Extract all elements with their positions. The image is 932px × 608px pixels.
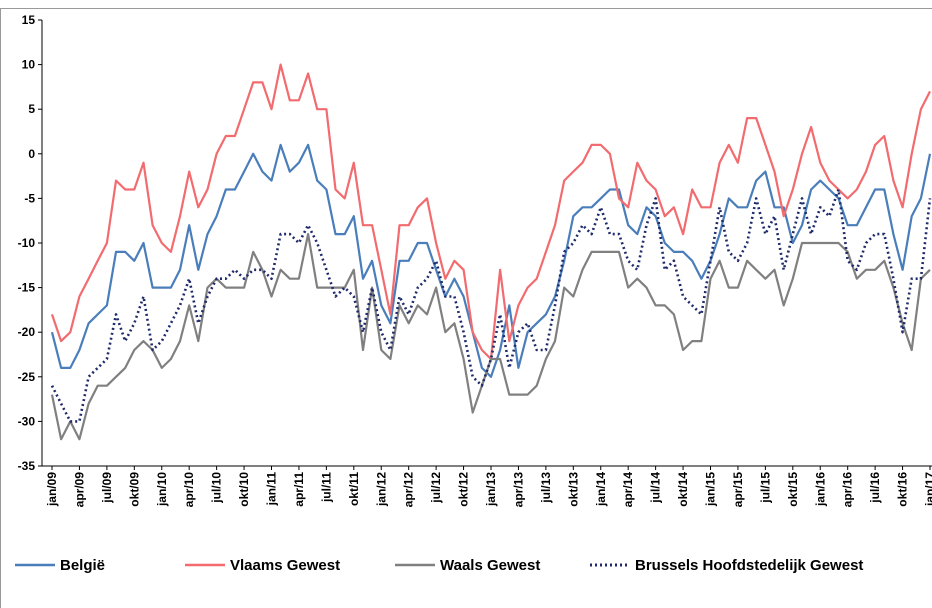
y-tick-label: -25 xyxy=(18,370,36,384)
x-tick-label: jul/10 xyxy=(210,472,224,504)
x-tick-label: apr/16 xyxy=(841,472,855,508)
x-tick-label: apr/13 xyxy=(511,472,525,508)
x-tick-label: jul/14 xyxy=(649,472,663,504)
x-tick-label: okt/14 xyxy=(676,472,690,507)
x-tick-label: jan/11 xyxy=(265,472,279,507)
x-tick-label: okt/09 xyxy=(127,472,141,507)
x-tick-label: okt/10 xyxy=(237,472,251,507)
series-line xyxy=(50,143,932,378)
y-tick-label: -10 xyxy=(18,236,36,250)
legend-label: Vlaams Gewest xyxy=(230,557,340,574)
x-tick-label: jan/16 xyxy=(813,472,827,507)
y-tick-label: 10 xyxy=(22,58,36,72)
x-tick-label: jan/17 xyxy=(923,472,932,507)
x-tick-label: jul/16 xyxy=(868,472,882,504)
x-tick-label: jan/12 xyxy=(374,472,388,507)
y-tick-label: 5 xyxy=(28,102,35,116)
y-tick-label: -35 xyxy=(18,459,36,473)
x-tick-label: okt/12 xyxy=(457,472,471,507)
x-tick-label: jan/09 xyxy=(45,472,59,507)
series-line xyxy=(50,63,931,361)
legend-label: België xyxy=(60,557,105,574)
y-tick-label: -20 xyxy=(18,325,36,339)
y-tick-label: -15 xyxy=(18,281,36,295)
x-tick-label: apr/14 xyxy=(621,472,635,508)
x-tick-label: jan/10 xyxy=(155,472,169,507)
series-line xyxy=(50,233,931,441)
legend-label: Waals Gewest xyxy=(440,557,540,574)
x-tick-label: jul/13 xyxy=(539,472,553,504)
y-tick-label: 0 xyxy=(28,147,35,161)
x-tick-label: jul/11 xyxy=(319,472,333,503)
y-tick-label: 15 xyxy=(22,13,36,27)
x-tick-label: okt/16 xyxy=(896,472,910,507)
x-tick-label: apr/10 xyxy=(182,472,196,508)
x-tick-label: jan/15 xyxy=(704,472,718,507)
x-tick-label: jul/15 xyxy=(758,472,772,504)
x-tick-label: jan/13 xyxy=(484,472,498,507)
x-tick-label: apr/15 xyxy=(731,472,745,508)
x-tick-label: apr/09 xyxy=(72,472,86,508)
x-tick-label: jan/14 xyxy=(594,472,608,507)
frame xyxy=(0,8,932,608)
x-tick-label: okt/11 xyxy=(347,472,361,506)
series-line xyxy=(50,188,932,423)
x-tick-label: jul/09 xyxy=(100,472,114,504)
x-tick-label: apr/12 xyxy=(402,472,416,508)
y-tick-label: -30 xyxy=(18,414,36,428)
x-tick-label: okt/15 xyxy=(786,472,800,507)
x-tick-label: apr/11 xyxy=(292,472,306,507)
x-tick-label: jul/12 xyxy=(429,472,443,504)
legend-label: Brussels Hoofdstedelijk Gewest xyxy=(635,557,863,574)
y-tick-label: -5 xyxy=(24,191,35,205)
x-tick-label: okt/13 xyxy=(566,472,580,507)
